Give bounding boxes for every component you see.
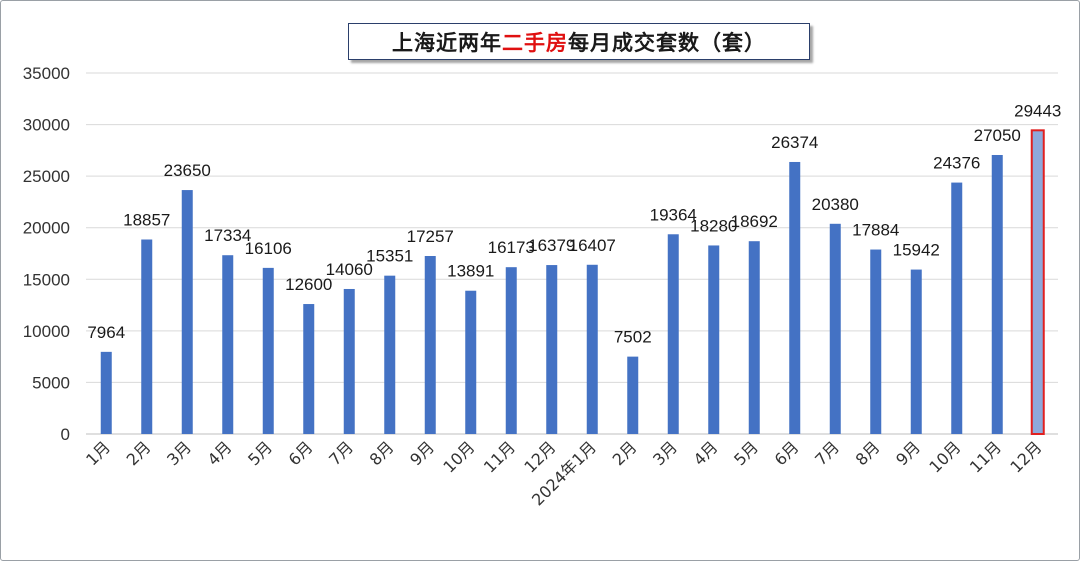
data-label: 27050 [974,126,1021,145]
y-tick-label: 25000 [23,167,70,186]
x-tick-label: 11月 [480,437,519,476]
title-part-1: 上海近两年 [392,29,502,55]
x-tick-label: 2月 [609,437,641,469]
data-label: 15351 [366,247,413,266]
y-tick-label: 30000 [23,116,70,135]
bar [141,239,153,434]
bar [586,264,598,434]
data-label: 12600 [285,275,332,294]
data-label: 29443 [1014,101,1061,120]
data-label: 20380 [812,195,859,214]
x-tick-label: 12月 [1006,437,1045,476]
x-tick-label: 8月 [852,437,884,469]
bar [870,249,882,434]
bar [465,290,477,434]
x-tick-label: 10月 [925,437,964,476]
x-tick-label: 8月 [366,437,398,469]
data-label: 17884 [852,221,899,240]
data-label: 23650 [164,161,211,180]
data-label: 17257 [407,227,454,246]
bar [951,182,963,434]
bar [991,154,1003,434]
x-tick-label: 3月 [649,437,681,469]
data-label: 16407 [569,236,616,255]
data-label: 13891 [447,262,494,281]
x-tick-label: 7月 [811,437,843,469]
bar [343,288,355,434]
bar [546,265,558,434]
bar [262,267,274,434]
data-label: 18280 [690,216,737,235]
y-tick-label: 10000 [23,322,70,341]
data-label: 17334 [204,226,251,245]
data-label: 16379 [528,236,575,255]
bar [505,267,517,434]
x-tick-label: 9月 [892,437,924,469]
bar [829,223,841,434]
bar [100,351,112,434]
x-tick-label: 10月 [439,437,478,476]
x-tick-label: 1月 [82,437,114,469]
data-label: 7502 [614,328,652,347]
y-tick-label: 15000 [23,270,70,289]
bar [384,275,396,434]
y-tick-label: 35000 [23,64,70,83]
bar [748,241,760,434]
bar [667,234,679,434]
y-tick-label: 0 [61,425,70,444]
data-label: 18692 [731,212,778,231]
data-label: 15942 [893,241,940,260]
data-label: 14060 [326,260,373,279]
x-tick-label: 4月 [204,437,236,469]
y-tick-label: 20000 [23,219,70,238]
title-part-2: 每月成交套数（套） [568,29,766,55]
x-tick-label: 6月 [285,437,317,469]
bar [222,255,234,434]
bar [789,161,801,435]
bar [181,190,193,434]
data-label: 24376 [933,154,980,173]
x-tick-label: 3月 [163,437,195,469]
chart-title: 上海近两年 二手房 每月成交套数（套） [348,23,810,60]
bar [627,356,639,434]
data-label: 18857 [123,211,170,230]
x-tick-label: 11月 [966,437,1005,476]
x-tick-label: 9月 [406,437,438,469]
x-tick-label: 2月 [123,437,155,469]
data-label: 16173 [488,238,535,257]
x-tick-label: 5月 [730,437,762,469]
bar [708,245,720,434]
bar [910,269,922,434]
bar [424,256,436,434]
x-tick-label: 4月 [690,437,722,469]
data-label: 26374 [771,133,818,152]
x-tick-label: 5月 [244,437,276,469]
data-label: 19364 [650,205,697,224]
bar [1030,129,1045,435]
title-highlight: 二手房 [502,29,568,55]
bar [303,304,315,434]
x-tick-label: 7月 [325,437,357,469]
data-label: 7964 [87,323,125,342]
y-tick-label: 5000 [32,373,70,392]
data-label: 16106 [245,239,292,258]
x-tick-label: 6月 [771,437,803,469]
